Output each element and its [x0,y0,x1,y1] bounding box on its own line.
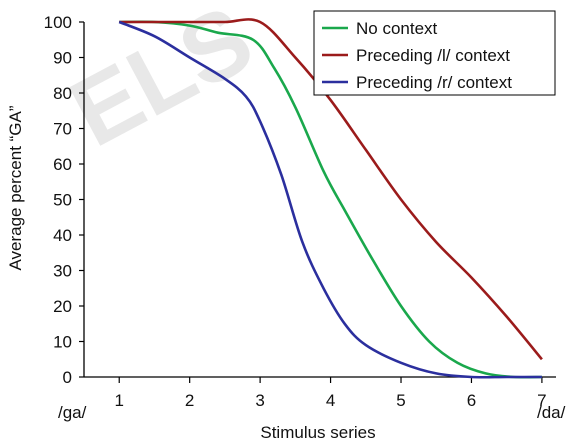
series-line [119,18,543,361]
axes: 0 10 20 30 40 50 60 70 80 90 100 1 2 3 4 5 6 7 [44,13,556,410]
y-tick-label: 40 [53,226,72,245]
legend-label: Preceding /l/ context [356,46,510,65]
legend: No context Preceding /l/ context Preceding… [313,10,556,96]
x-tick-label: 5 [396,391,405,410]
series-group [118,18,543,379]
x-tick-label: 1 [114,391,123,410]
y-tick-label: 70 [53,120,72,139]
x-axis-title: Stimulus series [260,423,375,442]
y-tick-label: 50 [53,191,72,210]
x-tick-label: 6 [467,391,476,410]
y-tick-label: 0 [63,368,72,387]
y-tick-label: 90 [53,49,72,68]
y-tick-label: 30 [53,262,72,281]
legend-label: Preceding /r/ context [356,73,512,92]
series-line [119,20,542,379]
x-tick-label: 7 [537,391,546,410]
series-line [118,20,542,379]
watermark-text: ELS [54,0,269,167]
x-tick-label: 2 [185,391,194,410]
y-tick-label: 20 [53,297,72,316]
y-tick-label: 80 [53,84,72,103]
y-tick-label: 10 [53,333,72,352]
y-tick-label: 60 [53,155,72,174]
x-axis-right-end-label: /da/ [537,403,566,422]
x-tick-label: 4 [326,391,335,410]
x-tick-label: 3 [255,391,264,410]
legend-label: No context [356,19,438,38]
y-tick-label: 100 [44,13,72,32]
y-axis-title: Average percent “GA” [6,105,25,270]
legend-box [313,10,556,96]
x-axis-left-end-label: /ga/ [58,403,87,422]
